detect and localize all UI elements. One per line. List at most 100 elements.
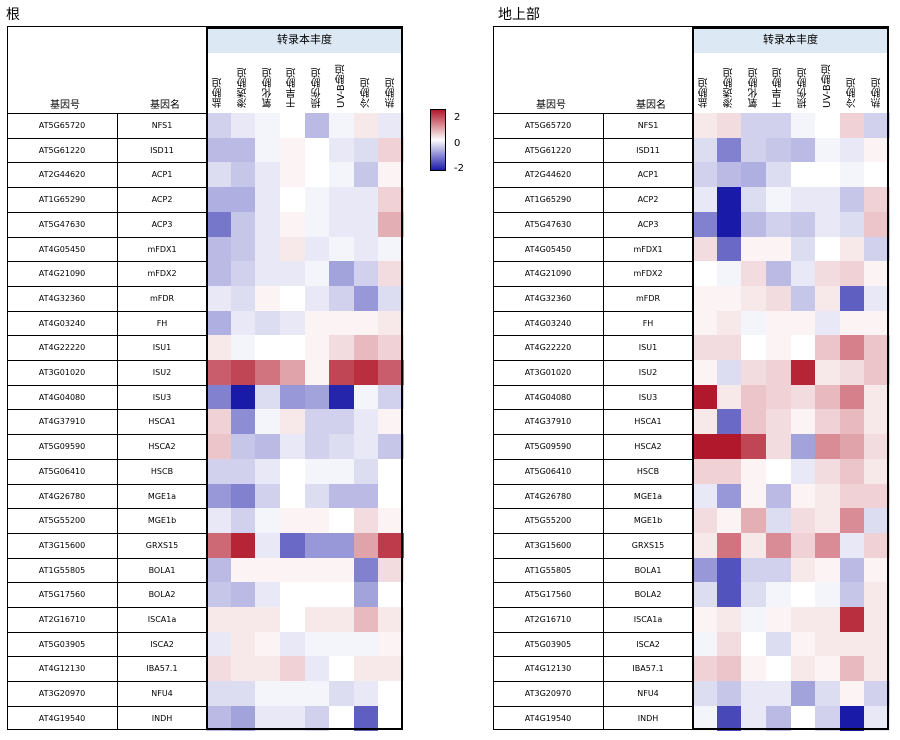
heatmap-cell [790,557,816,583]
heatmap-cell [765,187,791,213]
gene-id-label: AT5G09590 [524,442,572,452]
heatmap-cell [206,261,232,287]
heatmap-cell [790,113,816,139]
heatmap-cell [255,335,281,361]
row-separator [7,285,206,287]
heatmap-cell [304,458,330,484]
gene-name-label: NFS1 [151,121,173,130]
gene-name-label: IBA57.1 [632,664,664,674]
heatmap-cell [353,582,379,608]
heatmap-cell [815,483,841,509]
heatmap-cell [329,532,355,559]
gene-name-column-header: 基因名 [150,100,180,111]
gene-id-label: AT5G55200 [38,516,86,526]
heatmap-cell [815,335,841,361]
row-separator [493,681,692,683]
heatmap-cell [864,508,890,534]
heatmap-cell [206,681,232,707]
heatmap-cell [304,310,330,336]
heatmap-cell [864,409,890,435]
heatmap-cell [864,434,890,460]
row-separator [7,532,206,534]
heatmap-cell [353,211,379,237]
heatmap-cell [839,137,865,163]
row-separator [7,261,206,263]
heatmap-cell [815,211,841,237]
heatmap-cell [230,483,256,509]
heatmap-cell [692,458,718,484]
gene-id-label: AT4G32360 [524,293,572,303]
gene-id-label: AT4G03240 [524,318,572,328]
heatmap-cell [279,582,305,608]
row-separator [493,360,692,361]
heatmap-cell [741,483,767,509]
heatmap-cell [230,532,256,559]
gene-name-label: ACP2 [637,195,659,205]
heatmap-cell [353,705,379,731]
heatmap-cell [716,705,742,731]
heatmap-cell [378,285,404,312]
heatmap-cell [255,310,281,336]
heatmap-cell [815,162,841,188]
row-separator [493,656,692,658]
heatmap-cell [279,310,305,336]
heatmap-cell [230,310,256,336]
heatmap-cell [353,508,379,534]
gene-id-label: AT1G55805 [524,565,572,575]
heatmap-cell [765,113,791,139]
gene-id-label: AT1G55805 [38,565,86,575]
heatmap-cell [815,607,841,633]
heatmap-cell [353,285,379,312]
heatmap-cell [716,557,742,583]
gene-name-label: ISD11 [150,145,174,155]
heatmap-cell [716,483,742,509]
heatmap-cell [255,705,281,731]
heatmap-cell [206,508,232,534]
heatmap-cell [741,656,767,682]
heatmap-cell [206,656,232,682]
heatmap-cell [716,211,742,237]
row-separator [493,384,692,386]
heatmap-cell [790,631,816,657]
gene-id-column-header: 基因号 [50,100,80,111]
heatmap-cell [790,409,816,435]
heatmap-cell [230,113,256,139]
row-separator [493,582,692,584]
row-separator [493,607,692,608]
heatmap-cell [692,656,718,682]
gene-id-label: AT5G47630 [38,219,86,229]
heatmap-cell [304,360,330,386]
heatmap-cell [839,557,865,583]
heatmap-cell [353,162,379,188]
heatmap-cell [864,310,890,336]
heatmap-cell [741,285,767,312]
heatmap-cell [765,360,791,386]
heatmap-cell [815,681,841,707]
heatmap-cell [378,681,404,707]
heatmap-cell [378,607,404,633]
row-separator [7,705,206,707]
heatmap-cell [741,335,767,361]
heatmap-cell [765,162,791,188]
heatmap-cell [206,162,232,188]
row-separator [493,162,692,164]
heatmap-cell [230,162,256,188]
heatmap-cell [255,434,281,460]
heatmap-cell [790,656,816,682]
heatmap-cell [329,187,355,213]
heatmap-cell [692,236,718,262]
heatmap-cell [255,582,281,608]
heatmap-cell [279,705,305,731]
heatmap-cell [304,656,330,682]
heatmap-cell [741,360,767,386]
heatmap-cell [692,360,718,386]
heatmap-cell [279,335,305,361]
heatmap-cell [765,261,791,287]
heatmap-cell [864,261,890,287]
heatmap-cell [304,236,330,262]
heatmap-cell [353,409,379,435]
heatmap-cell [839,532,865,559]
heatmap-cell [206,113,232,139]
heatmap-cell [790,360,816,386]
heatmap-cell [304,384,330,410]
